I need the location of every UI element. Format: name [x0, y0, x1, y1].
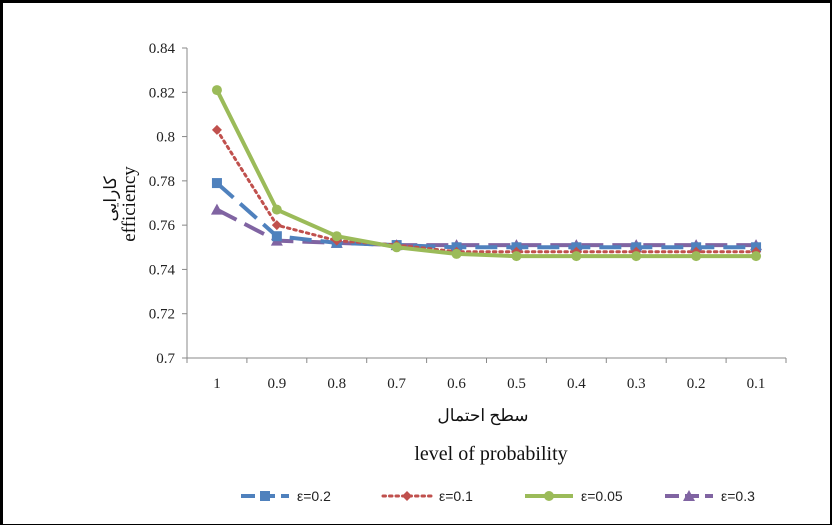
x-tick-label: 0.4 [567, 376, 586, 392]
legend-swatch-marker [544, 491, 554, 501]
y-tick-labels: 0.7 0.72 0.74 0.76 0.78 0.8 0.82 0.84 [149, 41, 176, 367]
data-point [691, 251, 702, 262]
legend-label: ε=0.2 [297, 488, 331, 504]
y-axis-title: efficiency [119, 166, 140, 242]
x-tick-label: 0.6 [447, 376, 466, 392]
line-chart: 0.70.720.740.760.780.80.820.84 1 0.9 0.8 0.… [101, 41, 787, 504]
series-line [216, 207, 757, 248]
x-tick-label: 0.2 [687, 376, 706, 392]
legend-label: ε=0.05 [581, 488, 623, 504]
data-point [210, 203, 223, 215]
data-point [211, 124, 222, 135]
series-4 [210, 203, 763, 251]
series-1 [211, 178, 762, 253]
data-point [271, 220, 282, 231]
legend-swatch-marker [260, 491, 270, 501]
x-tick-label: 0.1 [747, 376, 766, 392]
legend-label: ε=0.1 [439, 488, 473, 504]
x-tick-labels: 1 0.9 0.8 0.7 0.6 0.5 0.4 0.3 0.2 0.1 [213, 376, 765, 392]
data-point [271, 204, 282, 215]
series-line [215, 89, 757, 259]
legend-item-2: ε=0.1 [381, 488, 473, 504]
y-tick-label: 0.78 [149, 174, 175, 190]
data-point [451, 248, 462, 259]
y-axis-title-fa: کارایی [101, 176, 121, 222]
y-tick-label: 0.74 [149, 262, 176, 278]
legend: ε=0.2 ε=0.1 ε=0.05 ε=0.3 [241, 488, 755, 504]
data-point [211, 85, 222, 96]
x-tick-label: 0.9 [267, 376, 286, 392]
legend-item-3: ε=0.05 [525, 488, 623, 504]
data-point [631, 251, 642, 262]
legend-item-4: ε=0.3 [665, 488, 755, 504]
x-tick-label: 0.5 [507, 376, 526, 392]
y-tick-label: 0.8 [156, 130, 175, 146]
data-point [331, 231, 342, 242]
data-point [211, 178, 222, 189]
y-tick-label: 0.84 [149, 41, 176, 57]
axes [182, 47, 787, 363]
series-3 [211, 85, 762, 262]
x-tick-label: 1 [213, 376, 221, 392]
legend-swatch-marker [402, 491, 412, 501]
y-tick-label: 0.72 [149, 307, 175, 323]
x-tick-label: 0.7 [387, 376, 406, 392]
x-axis-title: level of probability [414, 443, 567, 465]
y-tick-label: 0.82 [149, 85, 175, 101]
x-tick-label: 0.8 [327, 376, 346, 392]
series-line [215, 181, 757, 250]
legend-item-1: ε=0.2 [241, 488, 331, 504]
y-tick-label: 0.7 [156, 351, 175, 367]
data-point [571, 251, 582, 262]
data-point [271, 231, 282, 242]
legend-label: ε=0.3 [721, 488, 755, 504]
data-point [751, 251, 762, 262]
data-point [511, 251, 522, 262]
legend-swatch-marker [683, 490, 695, 501]
y-tick-label: 0.76 [149, 218, 176, 234]
data-point [391, 242, 402, 253]
series-layer [210, 85, 763, 262]
x-tick-label: 0.3 [627, 376, 646, 392]
x-axis-title-fa: سطح احتمال [437, 406, 528, 426]
series-line [215, 128, 758, 254]
